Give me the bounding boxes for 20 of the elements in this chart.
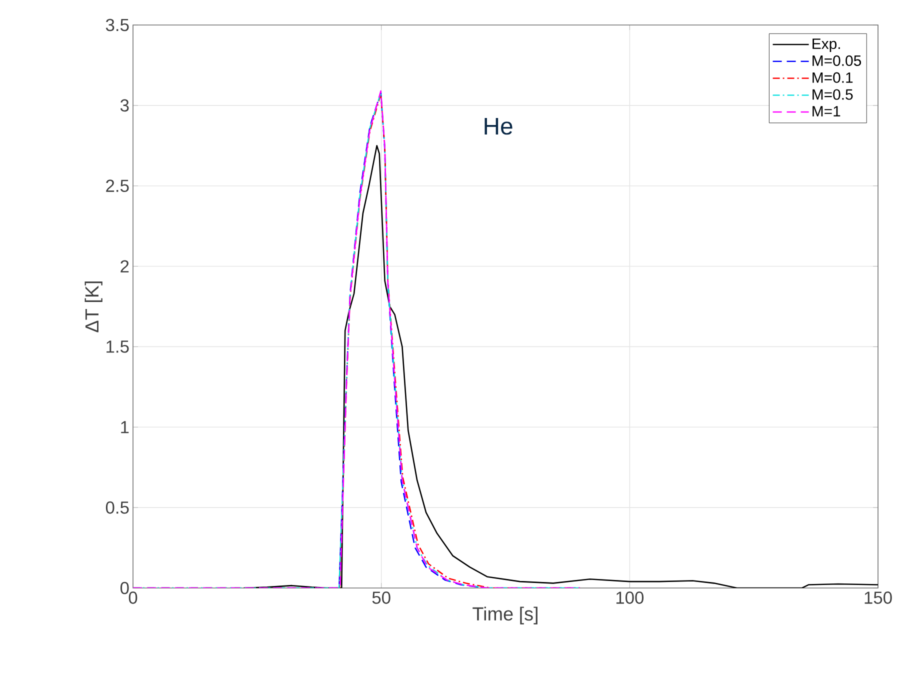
y-axis-title: ΔT [K] <box>84 282 102 332</box>
y-tick-label: 0.5 <box>106 501 129 514</box>
legend-label: M=0.1 <box>812 72 853 83</box>
y-tick-label: 2.5 <box>106 180 129 192</box>
x-tick-label: 150 <box>864 592 892 604</box>
legend-label: M=0.05 <box>812 55 862 66</box>
x-axis-title: Time [s] <box>472 606 538 624</box>
x-tick-label: 100 <box>616 592 644 604</box>
y-tick-label: 3.5 <box>106 18 129 32</box>
y-tick-label: 3 <box>120 99 129 112</box>
legend-label: Exp. <box>812 38 840 52</box>
y-tick-label: 2 <box>120 260 129 272</box>
y-tick-label: 1 <box>121 421 129 434</box>
y-tick-label: 0 <box>120 582 129 594</box>
x-tick-label: 0 <box>128 592 138 604</box>
x-tick-label: 50 <box>372 592 390 604</box>
y-tick-label: 1.5 <box>106 340 129 353</box>
legend-label: M=1 <box>812 106 840 116</box>
legend-label: M=0.5 <box>812 89 853 100</box>
annotation: He <box>484 118 512 135</box>
